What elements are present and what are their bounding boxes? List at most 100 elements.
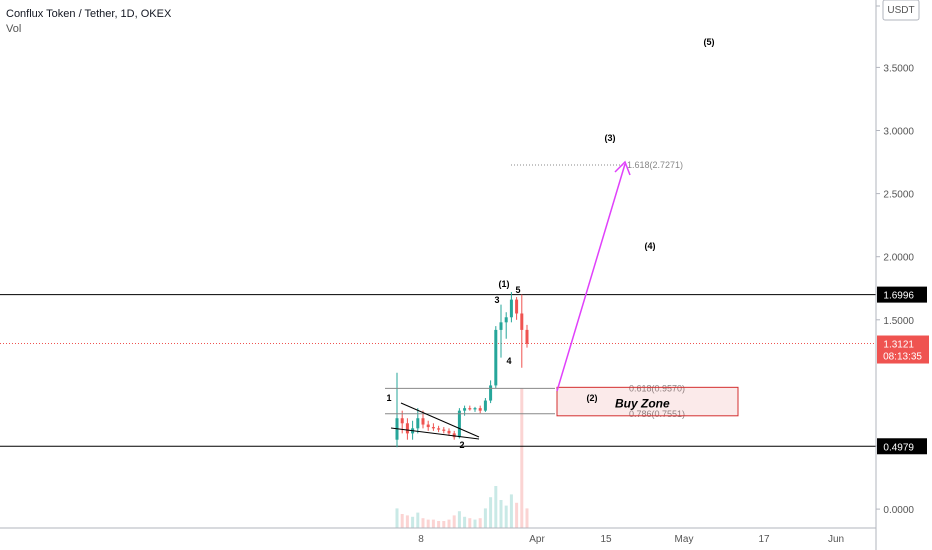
price-tick-label: 3.5000	[883, 63, 914, 74]
candle-body	[494, 329, 498, 386]
volume-label: Vol	[6, 23, 22, 35]
volume-bar	[478, 518, 482, 528]
volume-bar	[405, 515, 409, 528]
level-price-tag	[877, 286, 927, 303]
price-tick-label: 1.5000	[883, 316, 914, 327]
wedge-lower-line	[390, 427, 480, 440]
currency-label: USDT	[887, 5, 914, 16]
price-tick-label: 3.0000	[883, 127, 914, 138]
volume-bar	[520, 388, 524, 528]
buy-zone-label: Buy Zone	[615, 396, 670, 410]
wave-label: 3	[494, 295, 499, 305]
volume-bar	[421, 518, 425, 528]
volume-bar	[515, 502, 519, 528]
candle-body	[525, 329, 529, 344]
volume-bar	[411, 516, 415, 528]
candle-body	[447, 430, 451, 434]
level-price-label: 1.6996	[883, 291, 914, 302]
fib-level-label: 1.618(2.7271)	[627, 160, 683, 170]
candle-body	[416, 418, 420, 429]
candle-body	[426, 424, 430, 428]
volume-bar	[463, 516, 467, 528]
price-tick-label: 0.0000	[883, 505, 914, 516]
candle-body	[520, 313, 524, 330]
volume-bar	[452, 515, 456, 528]
candle-body	[405, 423, 409, 434]
volume-bar	[525, 508, 529, 528]
wave-label: (1)	[499, 279, 510, 289]
fib-level-label: 0.618(0.9570)	[629, 383, 685, 393]
current-price-tag	[877, 335, 929, 364]
candle-body	[509, 299, 513, 318]
candle-body	[515, 299, 519, 314]
annotation-layer: 0.618(0.9570) 0.786(0.7551) 1.618(2.7271) B…	[385, 37, 739, 450]
volume-bar	[457, 511, 461, 528]
candle-body	[400, 418, 404, 424]
candle-body	[457, 410, 461, 438]
wave-label: (4)	[645, 241, 656, 251]
candle-body	[431, 427, 435, 429]
time-tick-label: Apr	[529, 534, 545, 545]
price-tick-label: 2.5000	[883, 190, 914, 201]
time-tick-label: 8	[418, 534, 424, 545]
chart-title: Conflux Token / Tether, 1D, OKEX	[6, 8, 172, 20]
wedge-upper-line	[400, 402, 480, 438]
wave-label: 2	[459, 440, 464, 450]
volume-bar	[494, 486, 498, 528]
wave-label: 1	[386, 393, 391, 403]
volume-bar	[499, 500, 503, 528]
candle-body	[463, 408, 467, 411]
fib-level-label: 0.786(0.7551)	[629, 409, 685, 419]
wave-label: (5)	[704, 37, 715, 47]
volume-bar	[489, 497, 493, 528]
candle-body	[452, 433, 456, 438]
level-layer	[0, 294, 876, 447]
price-tick-label: 2.0000	[883, 253, 914, 264]
time-tick-label: 15	[600, 534, 612, 545]
time-tick-label: Jun	[828, 534, 844, 545]
time-tick-label: May	[675, 534, 694, 545]
candle-body	[468, 408, 472, 410]
currency-badge	[882, 0, 920, 21]
buy-zone-box	[556, 386, 739, 417]
volume-bar	[431, 519, 435, 528]
candle-body	[499, 322, 503, 330]
candle-body	[478, 408, 482, 411]
candle-body	[483, 400, 487, 411]
candle-body	[421, 418, 425, 425]
chart-legend: Conflux Token / Tether, 1D, OKEX Vol	[6, 7, 171, 37]
projection-arrowhead	[614, 160, 631, 176]
candle-body	[442, 429, 446, 431]
candle-body	[489, 385, 493, 401]
candle-body	[504, 317, 508, 323]
level-price-label: 0.4979	[883, 442, 914, 453]
volume-bar	[416, 512, 420, 528]
time-tick-label: 17	[758, 534, 770, 545]
volume-bar	[504, 505, 508, 528]
projection-arrow-line	[556, 163, 626, 392]
candle-body	[437, 428, 441, 430]
candle-layer	[395, 292, 529, 448]
wave-label: 4	[506, 356, 511, 366]
volume-bar	[468, 518, 472, 528]
time-axis[interactable]: 8 Apr 15 May 17 Jun	[0, 527, 876, 545]
volume-bar	[473, 519, 477, 528]
price-axis[interactable]: 4.00003.50003.00002.50002.00001.50000.50…	[875, 0, 929, 550]
volume-bar	[509, 494, 513, 528]
volume-bar	[437, 521, 441, 528]
volume-bar	[395, 508, 399, 528]
volume-bar	[483, 508, 487, 528]
volume-bar	[442, 521, 446, 528]
wave-label: 5	[515, 285, 520, 295]
volume-layer	[395, 388, 529, 528]
volume-bar	[447, 519, 451, 528]
current-price-label: 1.3121	[883, 340, 914, 351]
volume-bar	[426, 519, 430, 528]
wave-label: (2)	[587, 393, 598, 403]
wave-label: (3)	[605, 133, 616, 143]
countdown-label: 08:13:35	[883, 352, 922, 363]
volume-bar	[400, 514, 404, 528]
candle-body	[473, 408, 477, 410]
level-price-tag	[877, 438, 927, 455]
